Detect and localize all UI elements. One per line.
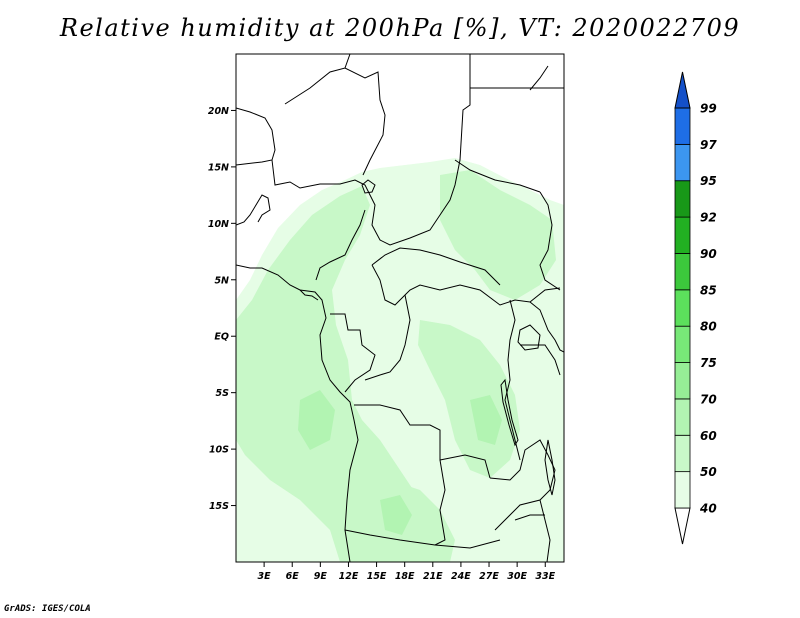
legend-color-box — [674, 289, 691, 327]
latitude-ticks: 20N 15N 10N 5N EQ 5S 10S 15S — [208, 106, 236, 512]
legend-level-label: 60 — [700, 429, 717, 443]
border-cameroon — [315, 209, 366, 281]
x-tick-label: 21E — [423, 571, 443, 582]
border-nile — [454, 159, 541, 193]
legend-color-box — [674, 107, 691, 145]
map-frame — [235, 53, 565, 563]
legend-level-label: 70 — [700, 392, 717, 406]
humidity-patch-2 — [470, 395, 502, 445]
longitude-ticks: 3E 6E 9E 12E 15E 18E 21E 24E 27E 30E 33E — [258, 562, 556, 582]
legend-level-label: 85 — [700, 283, 717, 297]
legend-level-label: 75 — [700, 356, 717, 370]
y-tick-label: 20N — [208, 106, 229, 117]
y-tick-label: 10N — [208, 219, 229, 230]
border-namibia — [344, 529, 501, 549]
legend-min-triangle — [674, 507, 691, 545]
map-title: Relative humidity at 200hPa [%], VT: 202… — [59, 14, 741, 42]
y-tick-label: 5S — [216, 388, 230, 399]
x-tick-label: 24E — [451, 571, 471, 582]
legend-level-label: 99 — [700, 102, 717, 116]
color-legend: 40 50 60 70 75 80 85 90 92 95 97 99 — [674, 71, 717, 545]
country-borders — [236, 54, 564, 562]
border-north-3 — [284, 67, 386, 176]
y-tick-label: EQ — [214, 332, 229, 343]
coastline-west-africa — [236, 264, 359, 562]
x-tick-label: 33E — [535, 571, 555, 582]
footer-credit: GrADS: IGES/COLA — [4, 604, 91, 614]
border-angola-drc — [354, 404, 491, 479]
legend-color-box — [674, 180, 691, 218]
y-tick-label: 10S — [209, 445, 229, 456]
lake-tanganyika — [500, 378, 519, 447]
legend-color-box — [674, 143, 691, 182]
x-tick-label: 9E — [314, 571, 328, 582]
legend-color-box — [674, 471, 691, 509]
legend-color-box — [674, 398, 691, 436]
red-sea-coast — [529, 65, 549, 91]
coast-east-small — [514, 514, 545, 521]
border-north-2 — [271, 54, 471, 246]
legend-color-box — [674, 434, 691, 473]
x-tick-label: 6E — [286, 571, 300, 582]
border-gabon — [330, 313, 376, 393]
border-east-2 — [539, 191, 561, 291]
border-north-1 — [236, 107, 276, 166]
y-tick-label: 5N — [214, 275, 229, 286]
border-angola-zambia — [434, 459, 446, 546]
legend-color-box — [674, 216, 691, 254]
border-mozambique — [539, 499, 551, 562]
legend-level-label: 90 — [700, 247, 717, 261]
legend-color-box — [674, 253, 691, 291]
border-east-1 — [520, 344, 561, 376]
x-tick-label: 30E — [507, 571, 527, 582]
legend-level-label: 80 — [700, 320, 717, 334]
humidity-area-core — [236, 186, 450, 562]
legend-color-box — [674, 325, 691, 363]
border-zambia-east — [489, 439, 556, 531]
humidity-patch-1 — [298, 390, 335, 450]
y-tick-label: 15S — [209, 501, 229, 512]
lake-victoria — [517, 324, 541, 351]
x-tick-label: 15E — [367, 571, 387, 582]
y-tick-label: 15N — [208, 162, 229, 173]
border-uganda-kenya — [529, 301, 564, 353]
border-great-lakes — [504, 299, 521, 461]
x-tick-label: 18E — [395, 571, 415, 582]
legend-level-label: 92 — [700, 211, 717, 225]
legend-level-label: 97 — [700, 138, 717, 152]
legend-level-label: 50 — [700, 465, 717, 479]
lake-malawi — [544, 439, 556, 496]
humidity-patch-3 — [380, 495, 412, 535]
x-tick-label: 3E — [258, 571, 272, 582]
x-tick-label: 27E — [479, 571, 499, 582]
coast-bight — [299, 289, 319, 301]
legend-color-box — [674, 362, 691, 400]
border-libya — [344, 54, 351, 69]
legend-max-triangle — [674, 71, 691, 109]
legend-level-label: 95 — [700, 174, 717, 188]
legend-level-label: 40 — [699, 502, 717, 516]
border-car-congo — [371, 264, 561, 306]
border-west-coast — [236, 194, 271, 226]
border-congo-drc — [364, 294, 411, 381]
x-tick-label: 12E — [339, 571, 359, 582]
lake-chad — [361, 179, 376, 194]
humidity-area-northeast — [440, 170, 556, 300]
border-chad-car — [371, 247, 501, 286]
